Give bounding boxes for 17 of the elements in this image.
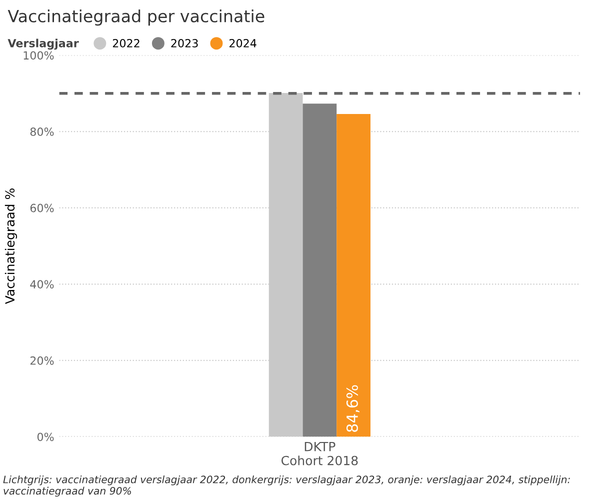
legend-label: 2022 — [112, 38, 140, 48]
chart-title: Vaccinatiegraad per vaccinatie — [8, 10, 264, 26]
data-label: 84,6% — [346, 385, 360, 432]
y-tick-label: 0% — [37, 432, 54, 442]
y-axis-title: Vaccinatiegraad % — [4, 188, 18, 304]
bar — [336, 114, 370, 437]
y-tick-label: 40% — [30, 280, 54, 289]
y-tick-label: 80% — [30, 128, 54, 136]
legend-label: 2023 — [171, 38, 198, 48]
bar — [302, 104, 337, 437]
legend-label: 2024 — [230, 38, 256, 48]
y-tick-label: 60% — [30, 204, 54, 212]
x-tick-label: DKTP Cohort 2018 — [281, 442, 358, 466]
legend-title: Verslagjaar — [8, 38, 79, 50]
text: Lichtgrijs: vaccinatiegraad verslagjaar 2022, donkergrijs: verslagjaar 2023, oranje: verslagjaar 2024, stippellijn: vaccinatiegraad van 90% — [3, 475, 570, 497]
y-tick-label: 20% — [30, 356, 54, 365]
y-tick-label: 100% — [24, 51, 54, 60]
